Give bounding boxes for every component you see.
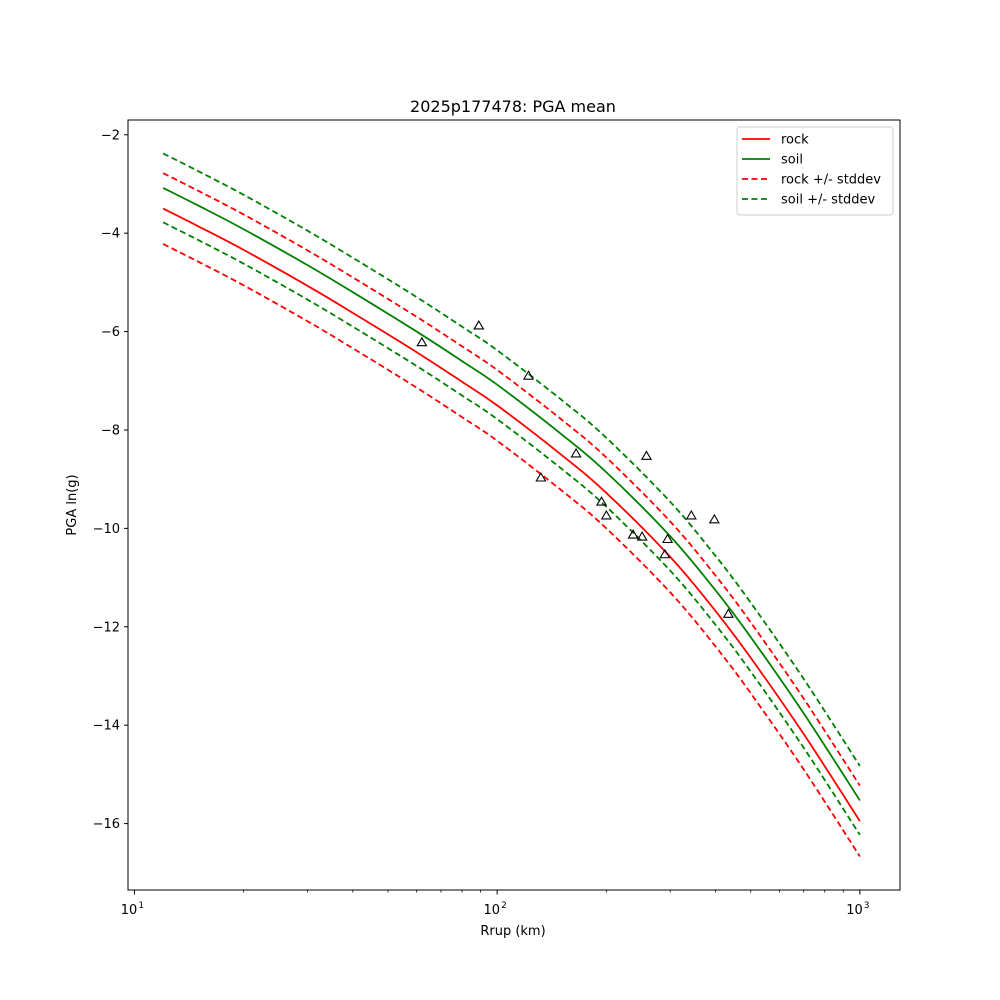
observation-marker-8: [636, 531, 648, 541]
x-axis-label: Rrup (km): [480, 924, 545, 939]
series-line-5: [162, 221, 861, 836]
y-tick-label-3: −8: [101, 423, 120, 438]
y-tick-label-0: −2: [101, 128, 120, 143]
series-line-0: [162, 207, 861, 822]
y-tick-label-6: −14: [93, 719, 120, 734]
y-axis-label: PGA ln(g): [65, 474, 80, 535]
observation-marker-2: [522, 370, 535, 380]
y-tick-label-7: −16: [93, 817, 120, 832]
observation-marker-3: [535, 471, 547, 482]
y-tick-label-2: −6: [101, 325, 120, 340]
y-tick-label-1: −4: [101, 227, 120, 242]
series-line-1: [162, 187, 861, 801]
legend-box: [736, 126, 894, 216]
y-tick-label-4: −10: [93, 522, 120, 537]
observation-marker-4: [570, 447, 582, 458]
observation-marker-9: [640, 450, 653, 460]
observation-marker-13: [708, 513, 720, 524]
legend-label-1: soil: [781, 153, 803, 168]
series-line-4: [162, 152, 861, 767]
y-tick-label-5: −12: [93, 620, 120, 635]
observation-marker-12: [685, 509, 697, 520]
chart-title: 2025p177478: PGA mean: [410, 97, 616, 116]
legend-label-0: rock: [781, 133, 809, 148]
observation-marker-7: [627, 529, 639, 539]
plot-area: [162, 152, 861, 858]
legend-label-3: soil +/- stddev: [781, 193, 876, 208]
legend: rock soil rock +/- stddev soil +/- stddev: [736, 126, 894, 216]
observation-marker-0: [416, 336, 428, 347]
observation-marker-14: [722, 608, 734, 618]
observation-marker-10: [659, 548, 671, 559]
legend-label-2: rock +/- stddev: [781, 173, 881, 188]
observation-marker-6: [600, 509, 612, 520]
series-line-3: [162, 243, 861, 858]
series-line-2: [162, 172, 861, 787]
observation-marker-11: [662, 533, 674, 544]
plot-frame: [127, 119, 901, 891]
observation-marker-1: [473, 319, 485, 330]
observation-marker-5: [595, 496, 608, 506]
